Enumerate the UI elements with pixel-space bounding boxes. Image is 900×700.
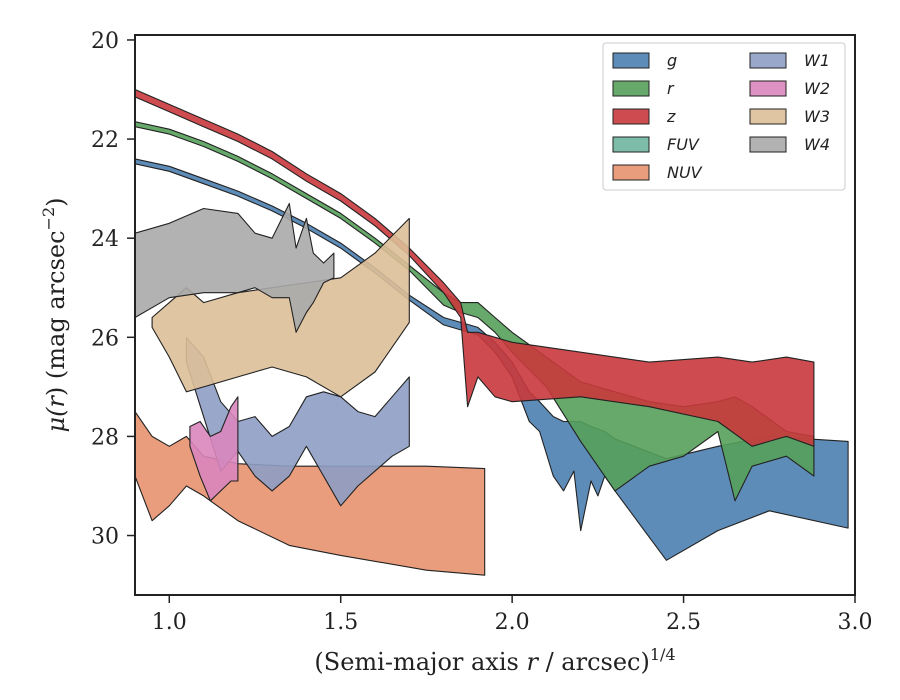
y-tick-label: 30 xyxy=(91,525,119,550)
band-w3 xyxy=(151,217,410,398)
x-tick-label: 3.0 xyxy=(838,610,873,635)
legend-box xyxy=(602,42,846,191)
series-layer xyxy=(135,88,849,576)
x-tick-label: 1.0 xyxy=(152,610,187,635)
legend-label-r: r xyxy=(667,79,675,98)
y-axis: 20 22 24 26 28 30 xyxy=(91,29,135,550)
x-tick-label: 1.5 xyxy=(323,610,358,635)
legend: grz FUV NUV W1 W2 W3 W4 xyxy=(602,42,846,191)
band-z xyxy=(135,88,815,447)
plot-frame xyxy=(134,34,856,596)
legend-label-w2: W2 xyxy=(804,79,830,98)
plot-area xyxy=(135,88,849,576)
legend-swatch-w2 xyxy=(749,80,787,97)
y-tick-label: 26 xyxy=(91,326,119,351)
legend-swatch-fuv xyxy=(612,136,650,153)
legend-swatch-r xyxy=(612,80,650,97)
legend-swatch-z xyxy=(612,108,650,125)
legend-swatch-w3 xyxy=(749,108,787,125)
y-tick-label: 24 xyxy=(91,227,119,252)
band-w4 xyxy=(135,202,335,333)
y-tick-label: 22 xyxy=(91,128,119,153)
legend-swatch-w4 xyxy=(749,136,787,153)
x-tick-label: 2.5 xyxy=(666,610,701,635)
band-w1 xyxy=(185,336,410,507)
x-tick-label: 2.0 xyxy=(495,610,530,635)
y-axis-title: μ(r) (mag arcsec−2) xyxy=(39,197,70,432)
y-tick-label: 20 xyxy=(91,29,119,54)
legend-label-w3: W3 xyxy=(804,107,830,126)
legend-label-g: g xyxy=(667,51,677,70)
legend-label-nuv: NUV xyxy=(667,163,703,182)
x-axis-title: (Semi-major axis r / arcsec)1/4 xyxy=(314,645,675,676)
band-w2 xyxy=(189,396,239,502)
x-axis: 1.0 1.5 2.0 2.5 3.0 xyxy=(152,595,873,635)
legend-swatch-g xyxy=(612,52,650,69)
legend-label-fuv: FUV xyxy=(667,135,700,154)
legend-label-w4: W4 xyxy=(804,135,830,154)
legend-swatch-nuv xyxy=(612,164,650,181)
legend-label-w1: W1 xyxy=(804,51,830,70)
legend-swatch-w1 xyxy=(749,52,787,69)
y-tick-label: 28 xyxy=(91,425,119,450)
legend-label-z: z xyxy=(666,107,676,126)
